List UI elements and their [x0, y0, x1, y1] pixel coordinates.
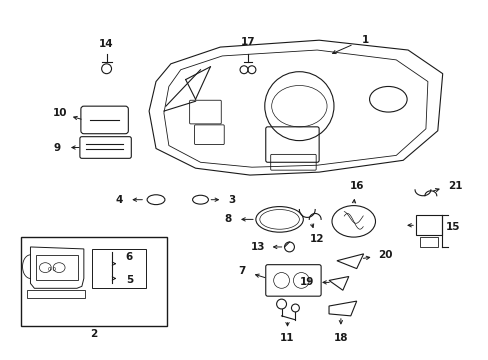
Text: 13: 13 — [250, 242, 264, 252]
Text: 4: 4 — [116, 195, 123, 205]
Bar — [92, 249, 146, 288]
Text: 16: 16 — [349, 181, 363, 191]
Text: 20: 20 — [377, 250, 392, 260]
Text: 21: 21 — [447, 181, 462, 191]
Text: 14: 14 — [99, 39, 114, 49]
Text: 18: 18 — [333, 333, 347, 342]
Text: 12: 12 — [309, 234, 324, 244]
Text: 9: 9 — [54, 143, 61, 153]
Bar — [36, 255, 78, 280]
Text: 19: 19 — [300, 278, 314, 287]
Bar — [20, 237, 166, 326]
Text: 2: 2 — [90, 329, 97, 339]
Text: 1: 1 — [361, 35, 368, 45]
Text: 3: 3 — [228, 195, 235, 205]
Bar — [415, 215, 441, 235]
Text: 0-0: 0-0 — [48, 267, 57, 272]
Text: 10: 10 — [53, 108, 67, 118]
Text: 7: 7 — [238, 266, 245, 276]
Bar — [27, 290, 84, 298]
Text: 6: 6 — [125, 252, 133, 262]
Text: 15: 15 — [445, 222, 459, 232]
Bar — [419, 237, 437, 247]
Text: 17: 17 — [240, 37, 255, 47]
Text: 5: 5 — [125, 275, 133, 285]
Text: 8: 8 — [224, 215, 231, 224]
Text: 11: 11 — [280, 333, 294, 342]
